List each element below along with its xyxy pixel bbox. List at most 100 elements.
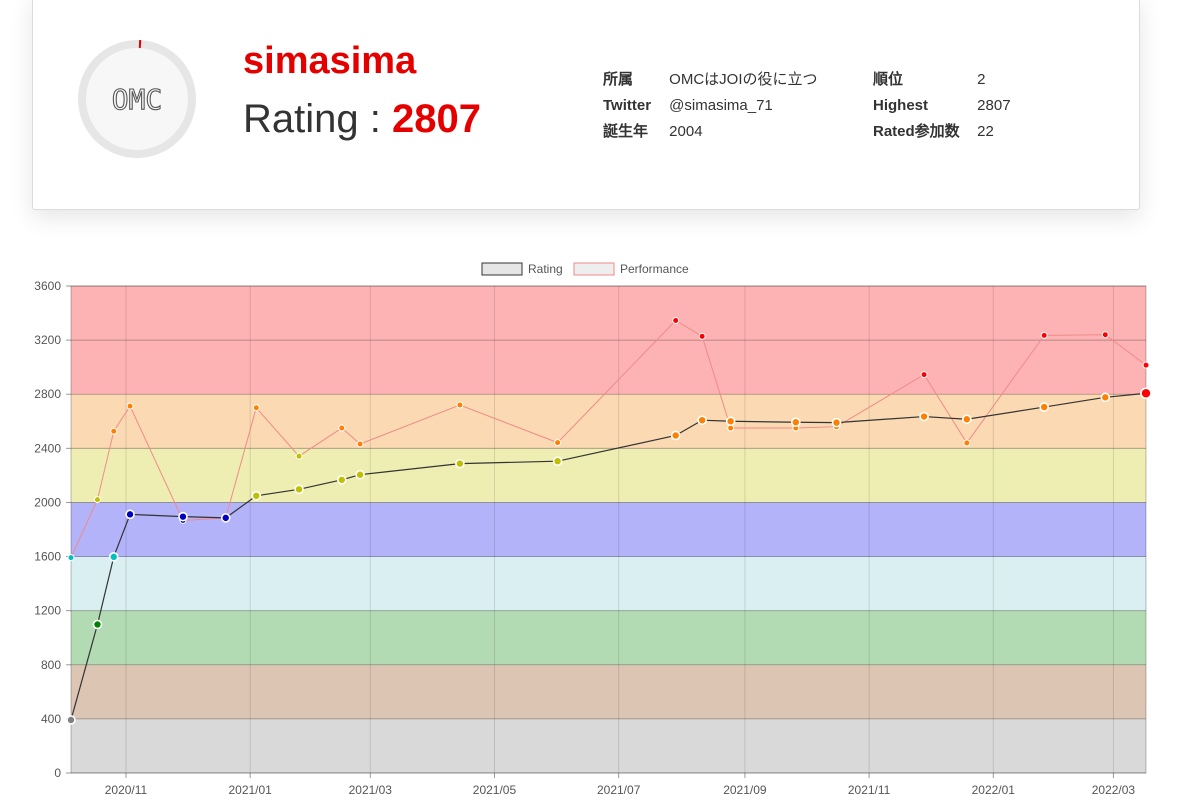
info-row-rated-count: Rated参加数 22 bbox=[873, 119, 1011, 145]
rating-point bbox=[1100, 392, 1111, 403]
rating-point bbox=[455, 458, 465, 469]
rating-point bbox=[336, 475, 347, 485]
rating-point bbox=[962, 414, 972, 425]
rating-line bbox=[70, 392, 1147, 721]
info-value: 2807 bbox=[977, 97, 1011, 114]
info-row-rank: 順位 2 bbox=[873, 67, 1011, 93]
x-tick-label: 2022/03 bbox=[1092, 783, 1136, 797]
rating-point bbox=[220, 513, 231, 523]
info-value: 2004 bbox=[669, 123, 703, 140]
info-key: Highest bbox=[873, 97, 929, 114]
rating-label: Rating : bbox=[243, 97, 381, 141]
rating-band bbox=[71, 448, 1146, 503]
performance-point bbox=[338, 424, 346, 432]
performance-point bbox=[356, 440, 364, 448]
legend-label-rating: Rating bbox=[528, 262, 563, 276]
avatar-text: OMC bbox=[112, 83, 163, 116]
rating-point bbox=[725, 416, 736, 427]
rating-point bbox=[66, 715, 76, 725]
rating-point bbox=[92, 619, 103, 630]
legend-swatch-rating bbox=[481, 262, 523, 276]
x-tick-label: 2021/11 bbox=[848, 783, 891, 797]
twitter-link[interactable]: @simasima_71 bbox=[669, 97, 773, 114]
rating-point bbox=[1140, 387, 1152, 400]
rating-point bbox=[294, 484, 304, 495]
legend-label-performance: Performance bbox=[620, 262, 689, 276]
info-row-affiliation: 所属 OMCはJOIの役に立つ bbox=[603, 67, 818, 93]
info-value: 2 bbox=[977, 71, 986, 88]
performance-point bbox=[252, 404, 260, 412]
profile-info-right: 順位 2 Highest 2807 Rated参加数 22 bbox=[873, 67, 1011, 145]
rating-band bbox=[71, 502, 1146, 557]
rating-band bbox=[71, 610, 1146, 665]
legend-swatch-performance bbox=[573, 262, 615, 276]
x-tick-label: 2022/01 bbox=[972, 783, 1016, 797]
rating-history-chart: 0 400 800 1200 1600 2000 2400 2800 3200 3600 2020/… bbox=[34, 262, 1152, 797]
rating-value: 2807 bbox=[391, 97, 481, 141]
x-tick-label: 2021/03 bbox=[349, 783, 393, 797]
y-tick-label: 1200 bbox=[34, 604, 61, 618]
rating-band bbox=[71, 394, 1146, 449]
performance-point bbox=[672, 316, 680, 324]
y-tick-label: 3600 bbox=[34, 279, 61, 293]
rating-point bbox=[919, 411, 929, 422]
rating-band bbox=[71, 286, 1146, 395]
performance-point bbox=[698, 332, 706, 340]
info-row-birth-year: 誕生年 2004 bbox=[603, 119, 818, 145]
rating-point bbox=[670, 430, 681, 441]
performance-point bbox=[963, 439, 971, 447]
info-row-twitter: Twitter @simasima_71 bbox=[603, 93, 818, 119]
y-tick-label: 0 bbox=[54, 766, 61, 780]
x-tick-label: 2021/05 bbox=[473, 783, 517, 797]
performance-point bbox=[110, 427, 118, 435]
y-tick-label: 2800 bbox=[34, 387, 61, 401]
y-tick-label: 400 bbox=[41, 712, 61, 726]
plot-area bbox=[70, 285, 1147, 774]
rating-point bbox=[791, 417, 801, 428]
avatar-rating-ring: OMC bbox=[78, 40, 196, 158]
info-key: Twitter bbox=[603, 97, 652, 114]
rating-point bbox=[552, 456, 563, 466]
performance-point bbox=[920, 371, 928, 379]
rating-point bbox=[355, 469, 365, 480]
info-row-highest: Highest 2807 bbox=[873, 93, 1011, 119]
rating-point bbox=[697, 415, 707, 425]
performance-point bbox=[126, 402, 134, 410]
info-key: 誕生年 bbox=[603, 123, 649, 140]
info-key: 順位 bbox=[873, 71, 904, 88]
y-tick-label: 2400 bbox=[34, 441, 61, 455]
x-tick-label: 2021/09 bbox=[723, 783, 767, 797]
avatar: OMC bbox=[77, 39, 197, 159]
performance-point bbox=[67, 554, 75, 562]
x-tick-label: 2020/11 bbox=[105, 783, 148, 797]
y-tick-label: 800 bbox=[41, 658, 61, 672]
y-tick-label: 3200 bbox=[34, 333, 61, 347]
performance-point bbox=[1101, 331, 1109, 339]
rating-band bbox=[71, 664, 1146, 719]
performance-point bbox=[554, 439, 562, 447]
performance-point bbox=[295, 452, 303, 460]
info-value: OMCはJOIの役に立つ bbox=[669, 71, 818, 88]
performance-point bbox=[93, 496, 101, 504]
profile-info-left: 所属 OMCはJOIの役に立つ Twitter @simasima_71 誕生年… bbox=[603, 67, 818, 145]
username: simasima bbox=[243, 40, 417, 82]
y-tick-label: 2000 bbox=[34, 495, 61, 509]
rating-display: Rating : 2807 bbox=[243, 95, 481, 143]
x-tick-label: 2021/07 bbox=[597, 783, 641, 797]
y-tick-label: 1600 bbox=[34, 550, 61, 564]
performance-point bbox=[1040, 331, 1048, 339]
rating-point bbox=[831, 417, 842, 428]
rating-point bbox=[125, 509, 135, 520]
performance-line bbox=[70, 319, 1147, 558]
info-key: Rated参加数 bbox=[873, 123, 960, 140]
performance-point bbox=[1142, 361, 1150, 369]
rating-point bbox=[108, 552, 119, 562]
performance-point bbox=[456, 401, 464, 409]
rating-point bbox=[251, 491, 262, 501]
x-tick-label: 2021/01 bbox=[228, 783, 272, 797]
rating-point bbox=[1039, 402, 1050, 412]
profile-card: OMC simasima Rating : 2807 所属 OMCはJOIの役に… bbox=[32, 0, 1140, 210]
rating-band bbox=[71, 718, 1146, 773]
info-value: 22 bbox=[977, 123, 994, 140]
rating-point bbox=[178, 511, 188, 522]
